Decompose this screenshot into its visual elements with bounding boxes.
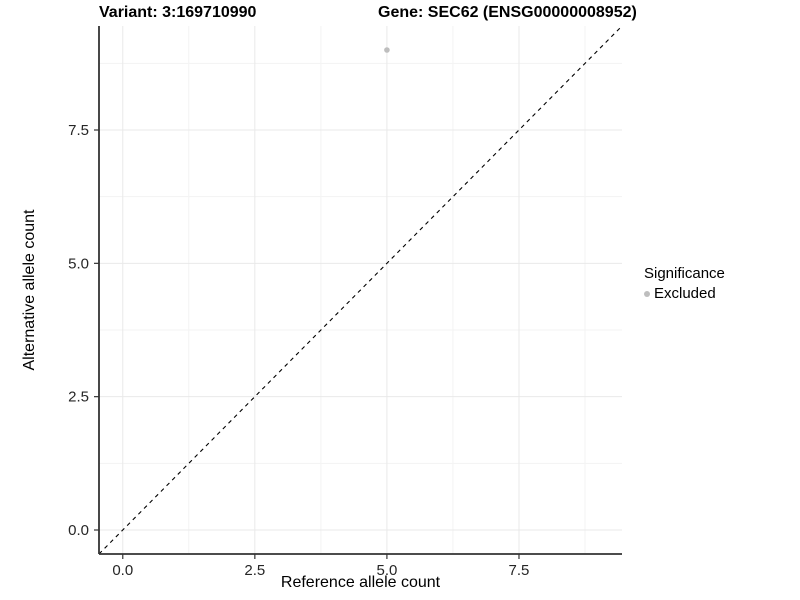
identity-line — [98, 25, 623, 555]
y-tick-label: 2.5 — [68, 389, 89, 406]
data-point — [384, 47, 390, 53]
excluded-point-icon — [644, 290, 650, 297]
y-tick-label: 0.0 — [68, 522, 89, 539]
y-tick-label: 7.5 — [68, 122, 89, 139]
y-tick-label: 5.0 — [68, 255, 89, 272]
legend-title: Significance — [644, 265, 725, 282]
legend: Significance Excluded — [642, 265, 725, 302]
legend-item-excluded: Excluded — [644, 285, 725, 302]
gene-title: Gene: SEC62 (ENSG00000008952) — [378, 4, 637, 21]
x-tick-label: 2.5 — [244, 562, 265, 579]
x-axis-title: Reference allele count — [280, 574, 441, 591]
x-tick-label: 7.5 — [509, 562, 530, 579]
x-tick-label: 5.0 — [376, 562, 397, 579]
variant-title: Variant: 3:169710990 — [99, 4, 257, 21]
legend-item-label: Excluded — [654, 285, 716, 302]
x-tick-label: 0.0 — [112, 562, 133, 579]
y-axis-title: Alternative allele count — [21, 209, 38, 371]
